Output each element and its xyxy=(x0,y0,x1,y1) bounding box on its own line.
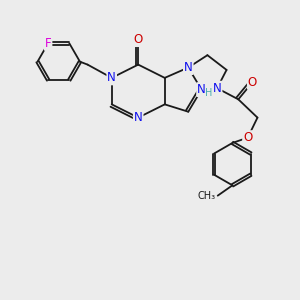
Text: N: N xyxy=(134,111,142,124)
Text: N: N xyxy=(197,83,206,96)
Text: O: O xyxy=(134,33,143,46)
Text: CH₃: CH₃ xyxy=(197,190,215,201)
Text: O: O xyxy=(248,76,257,89)
Text: F: F xyxy=(45,37,51,50)
Text: H: H xyxy=(205,88,213,98)
Text: N: N xyxy=(184,61,193,74)
Text: O: O xyxy=(243,131,252,144)
Text: N: N xyxy=(107,71,116,84)
Text: N: N xyxy=(213,82,221,95)
